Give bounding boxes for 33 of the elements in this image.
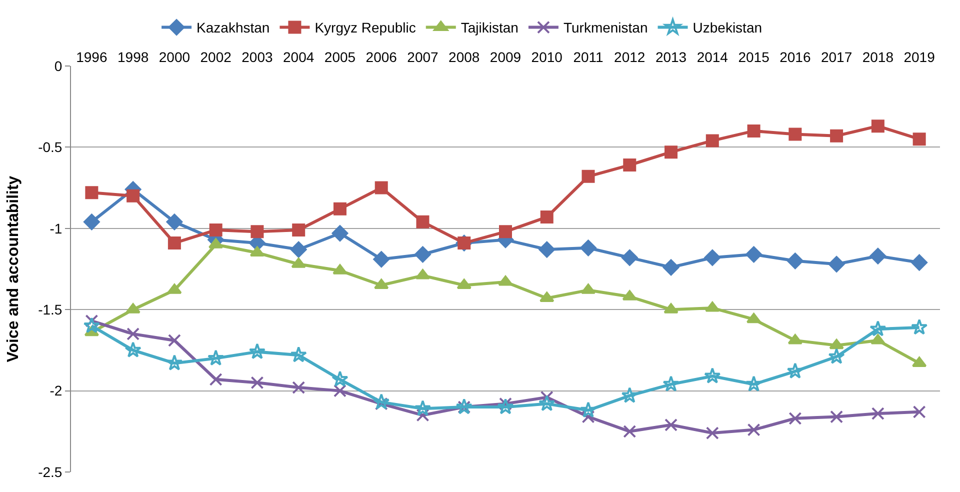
y-tick-label: -1.5: [38, 302, 62, 318]
x-tick-label: 2015: [738, 49, 770, 66]
x-tick-label: 2016: [780, 49, 811, 66]
x-tick-label: 2006: [366, 49, 398, 66]
x-tick-label: 2002: [200, 49, 232, 66]
y-axis-title: Voice and accountability: [4, 176, 22, 362]
legend-label: Turkmenistan: [563, 20, 648, 36]
x-tick-label: 2017: [820, 49, 852, 66]
y-tick-label: -2: [50, 382, 62, 399]
x-tick-label: 2012: [614, 49, 646, 66]
x-tick-label: 2004: [283, 49, 314, 66]
legend-label: Uzbekistan: [692, 20, 762, 36]
x-tick-label: 2009: [490, 49, 522, 66]
x-tick-label: 2008: [448, 49, 480, 66]
x-tick-label: 2007: [407, 49, 439, 66]
x-tick-label: 1996: [76, 49, 108, 66]
legend-label: Kyrgyz Republic: [314, 20, 416, 36]
x-tick-label: 2019: [904, 49, 936, 66]
x-tick-label: 1998: [117, 49, 149, 66]
legend-label: Tajikistan: [460, 20, 518, 36]
x-tick-label: 2010: [531, 49, 563, 66]
x-tick-label: 2013: [655, 49, 687, 66]
x-tick-label: 2005: [324, 49, 356, 66]
x-tick-label: 2000: [158, 49, 190, 66]
x-tick-label: 2003: [242, 49, 273, 66]
legend-label: Kazakhstan: [196, 20, 270, 36]
y-tick-label: -0.5: [38, 139, 62, 156]
y-tick-label: -1: [50, 220, 62, 236]
y-tick-label: -2.5: [38, 464, 62, 480]
x-tick-label: 2014: [696, 49, 728, 66]
y-tick-label: 0: [54, 58, 62, 74]
x-tick-label: 2011: [573, 49, 604, 66]
x-tick-label: 2018: [862, 49, 894, 66]
